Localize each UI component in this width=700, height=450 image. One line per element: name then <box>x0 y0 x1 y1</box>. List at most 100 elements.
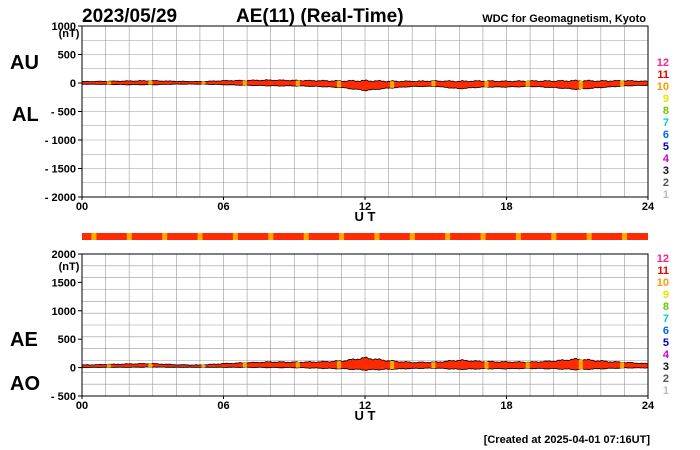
au-al-orange-marker <box>484 81 489 87</box>
station-number-5: 5 <box>663 337 669 349</box>
au-al-x-ticks: 00 06 12 18 24 <box>76 197 655 213</box>
ae-ao-envelope <box>81 356 649 371</box>
activity-band-segment <box>91 233 97 240</box>
ae-ao-y-tick-label: 1000 <box>52 306 76 318</box>
ae-ao-x-tick-label: 18 <box>500 400 512 412</box>
station-number-7: 7 <box>663 117 669 129</box>
station-number-7: 7 <box>663 313 669 325</box>
au-al-unit-label: (nT) <box>59 28 80 40</box>
station-number-10: 10 <box>657 81 669 93</box>
ae-ao-x-tick-label: 12 <box>359 400 371 412</box>
au-al-orange-marker <box>201 81 206 85</box>
au-al-x-tick-label: 24 <box>642 201 655 213</box>
ae-ao-y-tick-label: - 500 <box>51 391 76 403</box>
station-number-11: 11 <box>657 69 669 81</box>
ae-ao-orange-marker <box>578 359 583 370</box>
au-al-y-ticks: 1000 500 0 - 500 - 1000 - 1500 - 2000 <box>45 21 82 204</box>
au-al-orange-marker <box>107 81 112 85</box>
chart-title: AE(11) (Real-Time) <box>236 6 404 27</box>
activity-band-segment <box>268 233 274 240</box>
au-al-x-tick-label: 06 <box>217 201 229 213</box>
au-al-orange-marker <box>525 81 530 87</box>
au-al-orange-marker <box>578 80 583 90</box>
ae-label: AE <box>10 329 38 351</box>
ae-ao-orange-marker <box>201 364 206 368</box>
ae-ao-x-tick-label: 24 <box>642 400 655 412</box>
station-number-6: 6 <box>663 325 669 337</box>
created-timestamp: [Created at 2025-04-01 07:16UT] <box>484 434 651 446</box>
activity-band-segment <box>197 233 203 240</box>
station-number-5: 5 <box>663 141 669 153</box>
au-label: AU <box>10 52 39 74</box>
ae-ao-orange-marker <box>525 362 530 369</box>
station-number-11: 11 <box>657 265 669 277</box>
station-number-2: 2 <box>663 177 669 189</box>
ae-ao-orange-marker <box>337 361 342 369</box>
ae-ao-orange-marker <box>295 362 300 368</box>
au-al-x-tick-label: 00 <box>76 201 88 213</box>
station-number-3: 3 <box>663 165 669 177</box>
au-al-orange-marker <box>431 81 436 87</box>
ae-ao-panel: 2000 1500 1000 500 0 - 500 00 06 12 18 24 (nT) U … <box>10 249 655 423</box>
au-al-x-axis-label: U T <box>355 209 376 224</box>
station-number-4: 4 <box>663 153 670 165</box>
activity-band-segment <box>339 233 345 240</box>
al-label: AL <box>12 104 39 126</box>
activity-band-bar <box>82 233 648 240</box>
station-number-1: 1 <box>663 189 669 201</box>
au-al-orange-marker <box>620 80 625 87</box>
activity-band-segment <box>586 233 592 240</box>
activity-band-segment <box>162 233 168 240</box>
ae-ao-orange-marker <box>148 363 153 368</box>
ae-ao-y-tick-label: 500 <box>58 334 76 346</box>
au-al-y-tick-label: 0 <box>70 78 76 90</box>
ae-ao-orange-marker <box>390 361 395 370</box>
activity-band-segment <box>480 233 486 240</box>
station-number-9: 9 <box>663 93 669 105</box>
au-al-area <box>81 79 649 92</box>
date-label: 2023/05/29 <box>82 6 177 27</box>
ae-ao-area <box>81 356 649 371</box>
activity-band-segment <box>445 233 451 240</box>
au-al-orange-marker <box>337 80 342 88</box>
ae-ao-x-ticks: 00 06 12 18 24 <box>76 396 655 412</box>
activity-band-segment <box>126 233 132 240</box>
activity-band-segment <box>622 233 628 240</box>
ae-ao-x-axis-label: U T <box>355 408 376 423</box>
activity-band-segment <box>515 233 521 240</box>
au-al-x-tick-label: 18 <box>500 201 512 213</box>
au-al-x-tick-label: 12 <box>359 201 371 213</box>
station-number-8: 8 <box>663 301 669 313</box>
au-al-y-tick-label: - 1000 <box>45 135 76 147</box>
au-al-y-tick-label: - 500 <box>51 107 76 119</box>
ae-ao-grid <box>82 254 648 396</box>
station-number-12: 12 <box>657 57 669 69</box>
au-al-orange-marker <box>390 81 395 88</box>
ae-ao-orange-marker <box>107 364 112 368</box>
station-number-1: 1 <box>663 385 669 397</box>
station-number-3: 3 <box>663 361 669 373</box>
source-label: WDC for Geomagnetism, Kyoto <box>482 13 646 25</box>
activity-band <box>82 233 648 240</box>
au-al-y-tick-label: - 2000 <box>45 192 76 204</box>
au-al-y-tick-label: 1000 <box>52 21 76 33</box>
ae-ao-x-tick-label: 06 <box>217 400 229 412</box>
ao-label: AO <box>10 373 40 395</box>
ae-ao-orange-marker <box>242 362 247 368</box>
activity-band-segment <box>374 233 380 240</box>
station-number-10: 10 <box>657 277 669 289</box>
ae-ao-orange-marker <box>431 362 436 369</box>
station-number-12: 12 <box>657 253 669 265</box>
ae-ao-y-tick-label: 1500 <box>52 277 76 289</box>
au-al-envelope <box>81 79 649 92</box>
ae-ao-orange-marker <box>620 362 625 368</box>
ae-ao-x-tick-label: 00 <box>76 400 88 412</box>
ae-ao-y-ticks: 2000 1500 1000 500 0 - 500 <box>51 249 82 403</box>
activity-band-segment <box>303 233 309 240</box>
au-al-y-tick-label: 500 <box>58 50 76 62</box>
station-number-4: 4 <box>663 349 670 361</box>
ae-ao-y-tick-label: 2000 <box>52 249 76 261</box>
